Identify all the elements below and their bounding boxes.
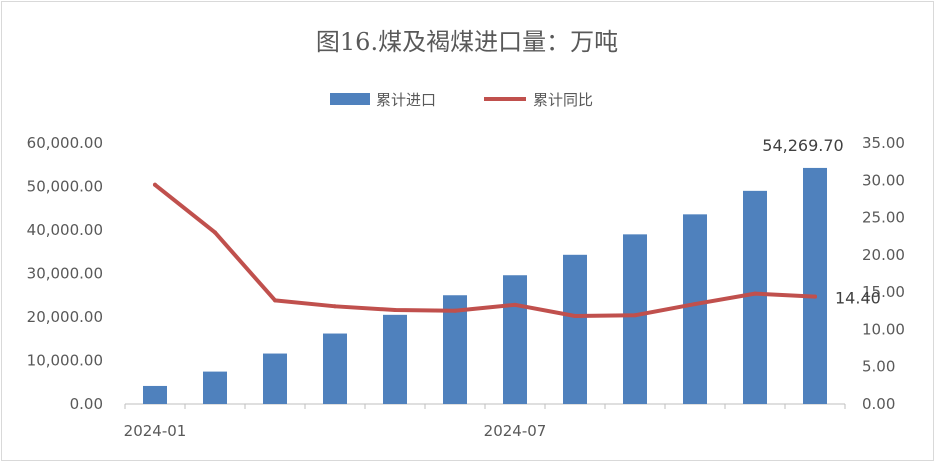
line-point (693, 302, 697, 307)
line-point (513, 302, 517, 307)
x-axis: 2024-01 2024-07 (124, 403, 846, 440)
x-tick-label: 2024-01 (124, 422, 187, 440)
bar (143, 385, 167, 404)
bar (803, 167, 827, 404)
left-tick-label: 0.00 (70, 395, 103, 413)
bar (683, 214, 707, 404)
right-tick-label: 25.00 (862, 209, 905, 227)
bar (623, 234, 647, 404)
bar (743, 190, 767, 404)
right-axis-ticks: 0.00 5.00 10.00 15.00 20.00 25.00 30.00 35.00 (862, 134, 905, 413)
left-tick-label: 10,000.00 (27, 352, 103, 370)
line-point (573, 314, 577, 319)
line-series (153, 182, 817, 319)
line-point (393, 308, 397, 313)
line-point (813, 294, 817, 299)
bar (323, 333, 347, 404)
bar (503, 275, 527, 404)
left-tick-label: 50,000.00 (27, 178, 103, 196)
bar (203, 371, 227, 404)
left-tick-label: 30,000.00 (27, 265, 103, 283)
x-tick-label: 2024-07 (484, 422, 547, 440)
right-tick-label: 15.00 (862, 283, 905, 301)
left-tick-label: 60,000.00 (27, 134, 103, 152)
line-point (633, 313, 637, 318)
line-last-data-label: 14.40 (835, 289, 881, 308)
line-point (213, 230, 217, 235)
legend-label-bars: 累计进口 (376, 91, 436, 109)
legend-label-line: 累计同比 (533, 91, 593, 109)
line-point (153, 182, 157, 187)
chart-title: 图16.煤及褐煤进口量：万吨 (316, 28, 618, 56)
left-tick-label: 40,000.00 (27, 221, 103, 239)
right-tick-label: 30.00 (862, 171, 905, 189)
right-tick-label: 0.00 (862, 395, 895, 413)
left-tick-label: 20,000.00 (27, 308, 103, 326)
bar-last-data-label: 54,269.70 (762, 136, 843, 155)
bar-series (143, 167, 827, 404)
right-tick-label: 5.00 (862, 358, 895, 376)
line-point (453, 308, 457, 313)
legend: 累计进口 累计同比 (330, 91, 593, 109)
bar (383, 314, 407, 404)
bar (263, 353, 287, 404)
right-tick-label: 20.00 (862, 246, 905, 264)
bar (563, 254, 587, 404)
line-point (753, 291, 757, 296)
right-tick-label: 10.00 (862, 320, 905, 338)
right-tick-label: 35.00 (862, 134, 905, 152)
bar (443, 295, 467, 404)
line-point (333, 304, 337, 309)
legend-swatch-bars (330, 93, 370, 105)
line-point (273, 298, 277, 303)
line-path (153, 182, 817, 319)
left-axis-ticks: 0.00 10,000.00 20,000.00 30,000.00 40,000.00… (27, 134, 103, 413)
